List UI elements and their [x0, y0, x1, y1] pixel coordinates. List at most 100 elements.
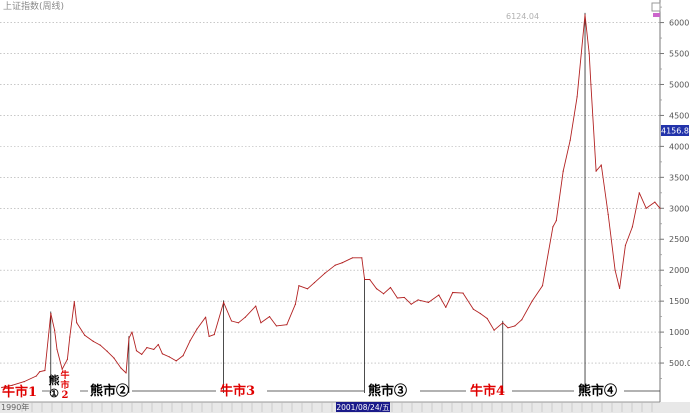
phase-label: 熊市③ [368, 383, 407, 399]
data-point [196, 328, 198, 330]
data-point [69, 336, 71, 338]
index-line [1, 14, 661, 388]
data-point [631, 226, 633, 228]
data-point [361, 257, 363, 259]
y-tick-label: 4000 [669, 142, 689, 151]
data-point [66, 358, 68, 360]
cursor-lines [50, 12, 586, 393]
data-point [376, 288, 378, 290]
data-point [213, 333, 215, 336]
data-point [396, 297, 398, 299]
data-point [389, 286, 392, 289]
data-point [44, 369, 46, 372]
data-point [294, 303, 297, 305]
data-point [541, 285, 544, 287]
data-point [125, 372, 127, 374]
crosshair-date-label: 2001/08/24/五 [336, 403, 390, 412]
data-point [445, 306, 447, 308]
data-point [313, 281, 316, 284]
gridlines [0, 22, 660, 364]
data-point [113, 357, 115, 359]
phase-label: 熊市② [90, 383, 129, 399]
window-button[interactable] [651, 2, 661, 12]
data-point [205, 316, 207, 318]
data-point [255, 305, 257, 307]
data-point [92, 340, 94, 342]
data-point [588, 52, 590, 55]
data-point [472, 308, 475, 310]
data-point [39, 371, 41, 373]
y-tick-label: 3000 [669, 204, 689, 213]
data-point [260, 322, 262, 324]
data-point [363, 278, 366, 281]
data-point [131, 331, 133, 333]
data-point [590, 83, 592, 86]
data-point [410, 303, 412, 305]
data-point [514, 325, 516, 327]
data-point [157, 343, 159, 346]
data-point [382, 293, 385, 295]
data-point [286, 324, 288, 326]
data-point [452, 291, 454, 294]
data-point [595, 170, 597, 172]
data-point [35, 375, 37, 377]
data-point [531, 300, 533, 302]
data-point [417, 299, 419, 301]
data-point [106, 350, 108, 352]
data-point [56, 348, 58, 351]
data-point [11, 384, 13, 386]
data-point [555, 220, 557, 222]
data-point [189, 340, 191, 342]
data-point [479, 312, 481, 315]
data-point [76, 322, 78, 324]
start-year-label: 1990年 [1, 402, 29, 412]
indicator-marker [653, 13, 660, 17]
data-point [654, 201, 656, 203]
data-point [268, 316, 271, 318]
data-point [168, 356, 170, 358]
phase-label: ① [49, 387, 59, 400]
data-point [438, 294, 440, 296]
data-point [562, 170, 564, 172]
data-point [306, 288, 309, 290]
phase-label: 牛市4 [470, 383, 505, 399]
data-point [600, 164, 602, 166]
data-point [141, 353, 143, 355]
data-point [222, 301, 225, 303]
y-tick-label: 5500 [669, 50, 689, 59]
y-tick-label: 500.0 [669, 359, 690, 368]
data-point [607, 213, 609, 216]
data-point [99, 344, 101, 346]
data-point [569, 139, 571, 141]
data-point [244, 316, 246, 318]
phase-label: 牛 [60, 369, 69, 381]
data-point [521, 319, 523, 321]
data-point [645, 207, 647, 209]
data-point [351, 257, 354, 259]
y-tick-label: 2500 [669, 235, 689, 244]
y-tick-label: 5000 [669, 80, 689, 89]
y-tick-label: 1500 [669, 297, 689, 306]
data-point [230, 320, 233, 322]
data-point [659, 207, 661, 209]
y-tick-label: 6000 [669, 19, 689, 28]
data-point [403, 296, 405, 299]
data-point [502, 322, 504, 324]
data-point [576, 96, 578, 98]
data-point [552, 226, 554, 228]
phase-label: 牛市3 [220, 383, 255, 399]
peak-label: 6124.04 [506, 12, 539, 21]
data-point [84, 334, 86, 336]
data-point [23, 381, 25, 383]
data-point [369, 278, 371, 281]
y-tick-label: 1000 [669, 328, 689, 337]
chart-title: 上证指数(周线) [3, 0, 64, 12]
data-point [614, 269, 616, 271]
data-point [1, 386, 3, 389]
phase-label: 熊 [49, 373, 60, 387]
phase-label: 市 [60, 379, 69, 391]
